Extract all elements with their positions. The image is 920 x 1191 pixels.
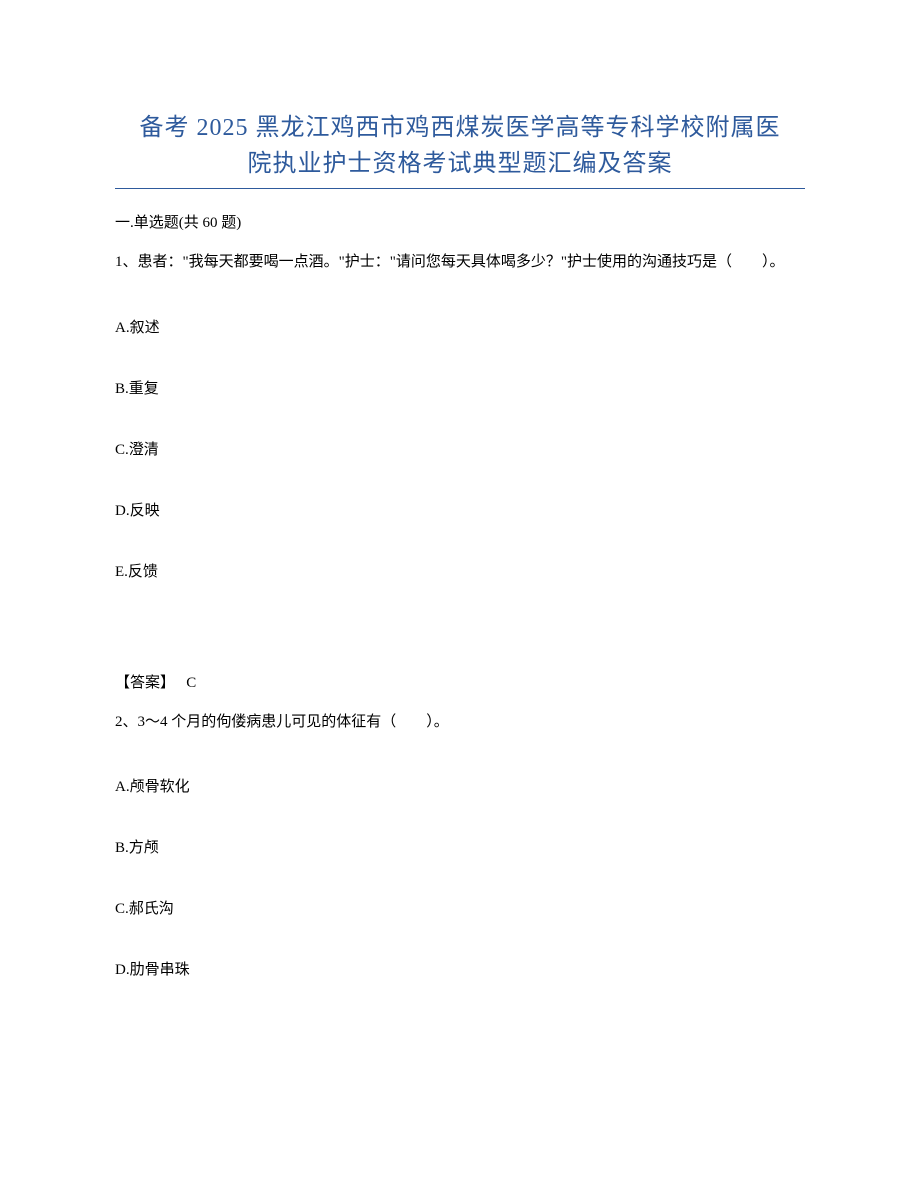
question-1-text: 1、患者："我每天都要喝一点酒。"护士："请问您每天具体喝多少？"护士使用的沟通…: [115, 250, 805, 276]
option-2a: A.颅骨软化: [115, 775, 805, 796]
section-header: 一.单选题(共 60 题): [115, 211, 805, 232]
question-2-text: 2、3～4 个月的佝偻病患儿可见的体征有（ ）。: [115, 710, 805, 736]
title-line-2: 院执业护士资格考试典型题汇编及答案: [248, 151, 673, 177]
answer-label: 【答案】: [115, 675, 175, 691]
option-1a: A.叙述: [115, 316, 805, 337]
option-1b: B.重复: [115, 377, 805, 398]
option-2c: C.郝氏沟: [115, 897, 805, 918]
question-2-options: A.颅骨软化 B.方颅 C.郝氏沟 D.肋骨串珠: [115, 775, 805, 979]
question-1-answer: 【答案】 C: [115, 671, 805, 692]
option-1e: E.反馈: [115, 560, 805, 581]
document-title: 备考 2025 黑龙江鸡西市鸡西煤炭医学高等专科学校附属医 院执业护士资格考试典…: [115, 110, 805, 182]
answer-value: C: [186, 675, 196, 691]
option-1d: D.反映: [115, 499, 805, 520]
title-line-1: 备考 2025 黑龙江鸡西市鸡西煤炭医学高等专科学校附属医: [140, 115, 781, 141]
title-underline: [115, 188, 805, 189]
option-1c: C.澄清: [115, 438, 805, 459]
option-2b: B.方颅: [115, 836, 805, 857]
option-2d: D.肋骨串珠: [115, 958, 805, 979]
question-1-options: A.叙述 B.重复 C.澄清 D.反映 E.反馈: [115, 316, 805, 581]
